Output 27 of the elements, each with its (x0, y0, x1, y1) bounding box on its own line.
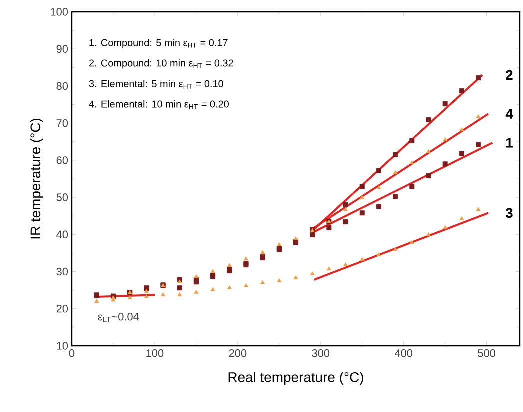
series-label: 1 (506, 138, 513, 148)
y-tick-label: 70 (56, 119, 68, 128)
annotation: 2. Compound: 10 min ε$_{HT}$ = 0.32 (89, 59, 234, 69)
x-tick-label: 300 (312, 350, 330, 358)
annotation: 4. Elemental: 10 min ε$_{HT}$ = 0.20 (89, 100, 229, 110)
y-axis-title: IR temperature (°C) (30, 118, 44, 239)
y-tick-label: 50 (56, 194, 68, 202)
series-label: 4 (506, 109, 514, 119)
x-axis-title: Real temperature (°C) (228, 372, 364, 386)
y-tick-label: 90 (56, 45, 68, 53)
annotation: ε$_{LT}$~0.04 (98, 312, 140, 322)
annotation: 3. Elemental: 5 min ε$_{HT}$ = 0.10 (89, 80, 224, 89)
x-tick-label: 400 (394, 350, 413, 358)
y-tick-label: 40 (56, 230, 68, 239)
y-tick-label: 80 (56, 82, 68, 90)
y-tick-label: 20 (56, 305, 68, 313)
y-tick-label: 100 (51, 8, 68, 16)
x-tick-label: 0 (69, 350, 75, 358)
y-tick-label: 10 (57, 342, 68, 350)
y-tick-label: 60 (56, 156, 68, 164)
x-tick-label: 100 (146, 350, 164, 358)
series-label: 3 (506, 208, 513, 218)
x-tick-label: 500 (478, 350, 496, 358)
x-tick-label: 200 (229, 350, 247, 358)
series-label: 2 (506, 70, 513, 80)
annotation: 1. Compound: 5 min ε$_{HT}$ = 0.17 (90, 39, 228, 48)
y-tick-label: 30 (56, 268, 68, 276)
